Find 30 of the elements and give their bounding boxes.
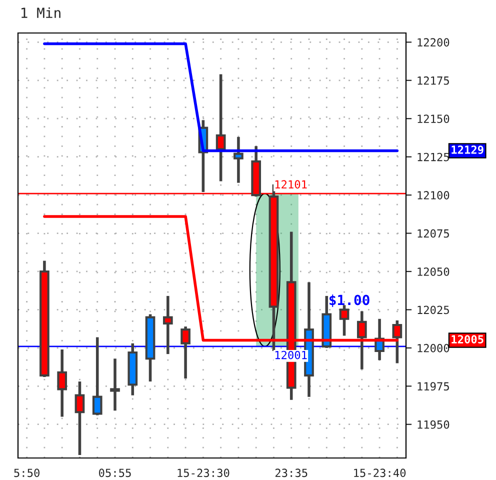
x-tick-label: 5:50 (14, 468, 40, 478)
candlestick (216, 72, 226, 183)
x-tick-label: 05:55 (99, 468, 131, 478)
annotation: $1.00 (330, 294, 370, 308)
y-tick-label: 11950 (418, 420, 450, 429)
y-tick-label: 12050 (418, 267, 450, 276)
y-tick-label: 12125 (418, 152, 449, 162)
candlestick (110, 357, 120, 412)
candlestick (57, 348, 68, 418)
y-tick-label: 12075 (418, 229, 449, 238)
y-tick-label: 12000 (418, 344, 450, 352)
candlestick (162, 294, 173, 356)
y-tick-label: 12175 (418, 76, 449, 85)
candlestick (180, 325, 190, 380)
y-tick-label: 12200 (418, 38, 450, 47)
ref-line-label: 12001 (275, 350, 307, 360)
chart-title: 1 Min (22, 7, 60, 18)
y-tick-label: 11975 (418, 382, 449, 391)
ref-line-label: 12101 (275, 180, 307, 189)
candlestick (74, 380, 85, 456)
y-tick-label: 12025 (418, 306, 449, 314)
x-tick-label: 23:35 (275, 468, 308, 478)
text: 12005 (452, 335, 484, 344)
y-tick-label: 12100 (418, 191, 450, 200)
candlestick (92, 336, 102, 417)
candlestick (234, 136, 244, 184)
x-tick-label: 15-23:30 (178, 468, 230, 478)
y-tick-label: 12150 (418, 114, 450, 124)
x-tick-label: 15-23:40 (354, 468, 406, 478)
text: 12129 (452, 146, 484, 154)
